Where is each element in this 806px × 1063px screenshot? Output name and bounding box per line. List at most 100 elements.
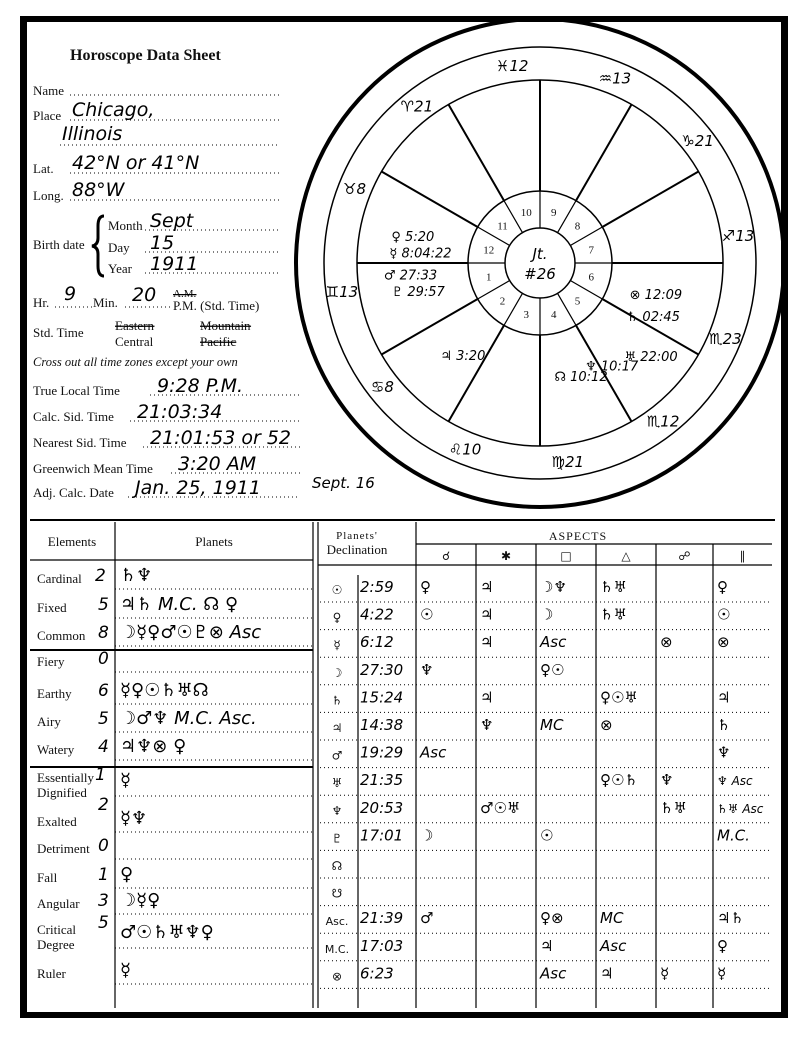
planet-placement: ⊗ 12:09 (630, 288, 683, 303)
aspect-entry: Asc (539, 633, 567, 651)
count: 2 (98, 795, 109, 815)
aspect-entry: ♀⊗ (540, 909, 564, 927)
count: 5 (98, 913, 109, 933)
column-header: ASPECTS (549, 529, 607, 543)
declination: 20:53 (360, 799, 403, 817)
handwritten-value: Chicago, (72, 99, 154, 121)
aspect-entry: ♄♅ (600, 578, 627, 596)
planet-symbol: ♇ (332, 831, 343, 845)
row-label: Cardinal (37, 571, 82, 586)
aspect-entry: ♃♄ (717, 909, 744, 927)
aspect-entry: M.C. (717, 826, 750, 844)
planet-list: ☿ (120, 960, 131, 981)
field-label: Pacific (200, 334, 236, 349)
cusp-sign: ♋8 (371, 378, 394, 396)
planet-placement: ♄ 02:45 (627, 310, 680, 325)
planet-placement: ♂ 27:33 (384, 268, 437, 283)
house-number: 4 (551, 309, 557, 321)
planet-list: ☽♂♆ M.C. Asc. (120, 708, 257, 729)
aspect-entry: ♄♅ Asc (717, 802, 764, 816)
count: 0 (98, 649, 109, 669)
field-label: Cross out all time zones except your own (33, 355, 238, 369)
cusp-sign: ♌10 (449, 440, 482, 458)
declination: 19:29 (360, 744, 403, 762)
handwritten-value: 1911 (150, 253, 198, 275)
count: 5 (98, 709, 109, 729)
aspect-entry: ♄ (717, 716, 730, 734)
aspect-entry: ⊗ (660, 633, 673, 651)
planet-symbol: ♄ (332, 693, 343, 707)
handwritten-value: Illinois (62, 123, 122, 145)
brace (91, 214, 105, 278)
cusp-sign: ♏12 (647, 413, 680, 431)
declination: 6:12 (360, 633, 394, 651)
aspect-entry: ♃ (480, 578, 493, 596)
handwritten-value: 15 (150, 232, 174, 254)
planet-list: ♃♆⊗ ♀ (120, 736, 186, 757)
cusp-sign: ♓12 (496, 57, 529, 75)
aspect-entry: ☉ (717, 606, 730, 624)
declination: 17:01 (360, 826, 403, 844)
count: 0 (98, 836, 109, 856)
house-number: 11 (497, 221, 508, 233)
aspect-symbol: ∥ (740, 549, 746, 563)
house-cusp (575, 324, 633, 422)
field-label: Greenwich Mean Time (33, 461, 153, 476)
planet-list: ♂☉♄♅♆♀ (120, 922, 214, 943)
aspect-entry: MC (540, 716, 564, 734)
row-label: Airy (37, 714, 61, 729)
aspect-entry: ☿ (660, 964, 669, 982)
handwritten-value: 20 (132, 284, 156, 306)
declination: 6:23 (360, 964, 394, 982)
ring-divider (503, 200, 524, 233)
aspect-entry: ♂☉♅ (480, 799, 520, 817)
declination: 21:35 (360, 771, 403, 789)
ring-divider (556, 293, 577, 326)
declination: 4:22 (360, 606, 394, 624)
field-label: Day (108, 240, 130, 255)
ring-divider (570, 279, 603, 300)
planet-placement: ♆ 10:17 (585, 359, 639, 374)
aspect-entry: ☉ (420, 606, 433, 624)
planet-placement: ☊ 10:12 (554, 370, 607, 385)
house-cusp (381, 298, 479, 356)
aspect-entry: ☽ (420, 826, 433, 844)
aspect-entry: MC (600, 909, 624, 927)
aspect-symbol: △ (621, 549, 631, 563)
house-number: 2 (500, 295, 506, 307)
paper (27, 22, 781, 1012)
declination: 21:39 (360, 909, 403, 927)
handwritten-value: 42°N or 41°N (72, 152, 199, 174)
aspect-entry: ♆ Asc (717, 774, 753, 788)
aspect-entry: ♀ (717, 578, 728, 596)
ring-divider (477, 226, 510, 247)
row-label: Exalted (37, 814, 77, 829)
aspect-entry: ♃ (600, 964, 613, 982)
row-label: Dignified (37, 785, 87, 800)
cusp-sign: ♏23 (709, 330, 742, 348)
ring-divider (477, 279, 510, 300)
aspect-entry: ♃ (480, 688, 493, 706)
count: 1 (98, 865, 109, 885)
count: 3 (98, 891, 109, 911)
planet-list: ♀ (120, 864, 133, 885)
planet-placement: ♃ 3:20 (440, 349, 485, 364)
cusp-sign: ♍21 (552, 453, 585, 471)
planet-symbol: ☉ (332, 583, 343, 597)
house-cusp (381, 170, 479, 228)
declination: 2:59 (360, 578, 394, 596)
aspect-entry: ♃ (717, 688, 730, 706)
row-label: Critical (37, 922, 76, 937)
house-cusp (575, 104, 633, 202)
handwritten-value: 21:03:34 (137, 401, 222, 423)
column-header: Planets (195, 534, 233, 549)
field-label: Calc. Sid. Time (33, 409, 114, 424)
field-label: Adj. Calc. Date (33, 485, 114, 500)
aspect-entry: Asc (539, 964, 567, 982)
cusp-sign: ♒13 (599, 70, 632, 88)
aspect-entry: ♆ (420, 661, 433, 679)
field-label: Lat. (33, 161, 54, 176)
planet-list: ♄♆ (120, 565, 152, 586)
house-cusp (601, 170, 699, 228)
